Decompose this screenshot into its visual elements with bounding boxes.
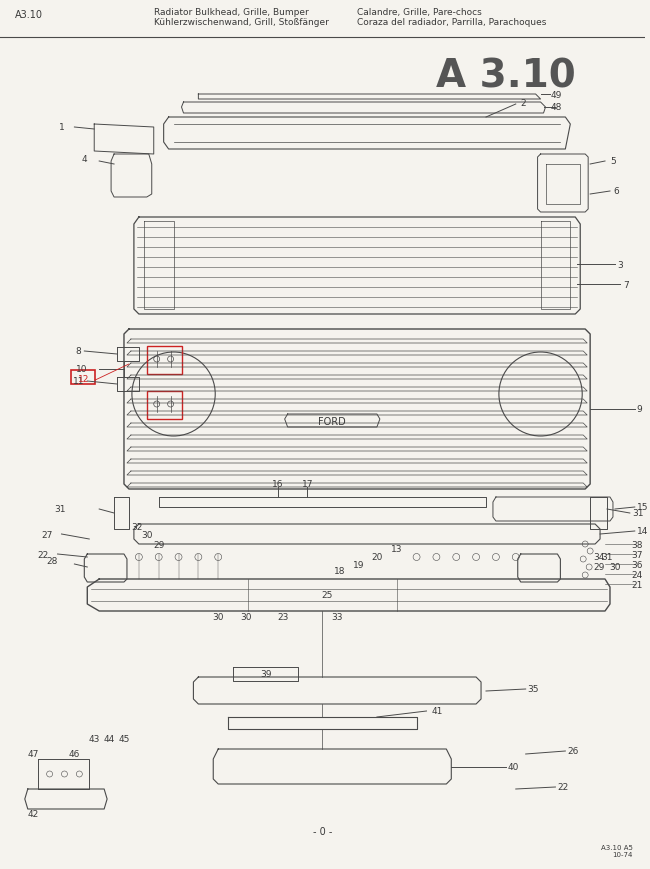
Text: 35: 35 — [528, 685, 539, 693]
Text: 5: 5 — [610, 157, 616, 166]
Text: 48: 48 — [551, 103, 562, 112]
Text: 29: 29 — [153, 540, 164, 549]
Text: 8: 8 — [75, 347, 81, 356]
Text: A3.10 A5
10-74: A3.10 A5 10-74 — [601, 844, 633, 857]
Text: FORD: FORD — [318, 416, 346, 427]
Text: 31: 31 — [632, 509, 644, 518]
Text: 13: 13 — [391, 545, 402, 554]
Text: Calandre, Grille, Pare-chocs: Calandre, Grille, Pare-chocs — [357, 8, 482, 17]
Text: 37: 37 — [631, 550, 643, 559]
Text: 29: 29 — [593, 563, 605, 572]
Text: 44: 44 — [103, 734, 115, 744]
Text: 42: 42 — [28, 810, 39, 819]
Text: 30: 30 — [213, 613, 224, 622]
Text: - 0 -: - 0 - — [313, 826, 332, 836]
Text: 25: 25 — [322, 591, 333, 600]
Text: 47: 47 — [28, 750, 39, 759]
Bar — [147, 392, 181, 420]
Text: 26: 26 — [567, 746, 578, 756]
Text: 18: 18 — [333, 567, 345, 576]
Text: 10: 10 — [76, 365, 87, 374]
Text: 36: 36 — [631, 560, 643, 569]
Text: 41: 41 — [432, 706, 443, 716]
Text: 9: 9 — [637, 405, 642, 414]
Text: 20: 20 — [371, 553, 383, 562]
Text: 30: 30 — [141, 531, 153, 540]
Text: 30: 30 — [240, 613, 252, 622]
Text: 43: 43 — [88, 734, 100, 744]
Text: 33: 33 — [332, 613, 343, 622]
Text: 1: 1 — [58, 123, 64, 131]
Text: 12: 12 — [77, 375, 89, 384]
Text: 7: 7 — [623, 280, 629, 289]
Text: 4: 4 — [82, 156, 87, 164]
Text: 38: 38 — [631, 540, 643, 549]
Text: 31: 31 — [601, 553, 613, 562]
Text: 6: 6 — [613, 188, 619, 196]
Text: 46: 46 — [69, 750, 80, 759]
Text: 39: 39 — [260, 670, 272, 679]
Text: 31: 31 — [55, 505, 66, 514]
Text: 3: 3 — [617, 260, 623, 269]
Text: A3.10: A3.10 — [15, 10, 43, 20]
Text: 21: 21 — [631, 580, 643, 589]
Text: 24: 24 — [631, 570, 643, 579]
Text: 16: 16 — [272, 480, 283, 489]
Text: 32: 32 — [131, 522, 142, 531]
Text: 27: 27 — [42, 530, 53, 539]
Text: 23: 23 — [277, 613, 289, 622]
Text: 22: 22 — [38, 550, 49, 559]
Text: A 3.10: A 3.10 — [436, 58, 575, 96]
Text: 15: 15 — [637, 503, 648, 512]
Bar — [147, 347, 181, 375]
Text: 28: 28 — [46, 557, 58, 566]
Text: 34: 34 — [593, 553, 605, 562]
Text: 19: 19 — [354, 560, 365, 569]
Text: Radiator Bulkhead, Grille, Bumper: Radiator Bulkhead, Grille, Bumper — [154, 8, 309, 17]
Text: 30: 30 — [609, 563, 621, 572]
Text: 22: 22 — [558, 783, 569, 792]
Text: 14: 14 — [637, 527, 648, 536]
Text: 40: 40 — [508, 763, 519, 772]
Text: Coraza del radiador, Parrilla, Parachoques: Coraza del radiador, Parrilla, Parachoqu… — [357, 18, 547, 27]
Text: Kühlerzwischenwand, Grill, Stoßfänger: Kühlerzwischenwand, Grill, Stoßfänger — [154, 18, 329, 27]
Text: 17: 17 — [302, 480, 313, 489]
Text: 2: 2 — [521, 98, 526, 108]
Text: 45: 45 — [118, 734, 129, 744]
Text: 49: 49 — [551, 90, 562, 99]
Bar — [72, 370, 95, 385]
Text: 11: 11 — [73, 377, 84, 386]
